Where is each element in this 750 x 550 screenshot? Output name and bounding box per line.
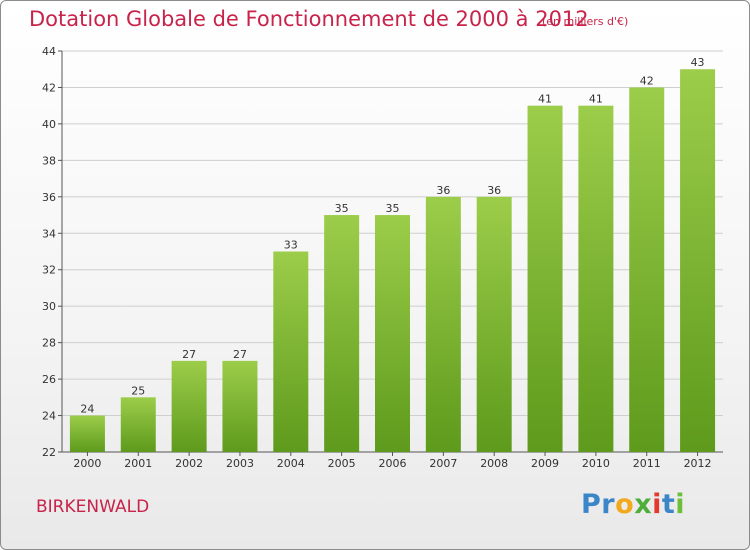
bar-value-label: 27	[233, 348, 247, 361]
x-tick-label: 2011	[633, 457, 661, 470]
y-tick-label: 34	[42, 227, 56, 240]
logo-letter: i	[675, 489, 686, 520]
bar-value-label: 24	[80, 403, 94, 416]
y-tick-label: 28	[42, 337, 56, 350]
x-tick-label: 2010	[582, 457, 610, 470]
y-tick-label: 36	[42, 191, 56, 204]
bar-value-label: 42	[640, 74, 654, 87]
x-tick-label: 2007	[429, 457, 457, 470]
y-tick-label: 38	[42, 154, 56, 167]
x-tick-label: 2008	[480, 457, 508, 470]
bar[interactable]	[273, 251, 309, 453]
labels: 22 24 26 28 30 32 34 36 38 40 42 44 24 2000 25 2001 27 20…	[42, 45, 712, 470]
proxiti-logo[interactable]: Proxiti	[581, 489, 685, 520]
x-tick-label: 2003	[226, 457, 254, 470]
bar-value-label: 41	[538, 93, 552, 106]
logo-letter: i	[652, 489, 662, 520]
bar[interactable]	[120, 397, 156, 452]
logo-letter: x	[634, 489, 653, 520]
y-tick-label: 24	[42, 410, 56, 423]
y-tick-label: 26	[42, 373, 56, 386]
x-tick-label: 2006	[379, 457, 407, 470]
logo-letter: t	[661, 489, 676, 520]
bar-value-label: 35	[335, 202, 349, 215]
bar[interactable]	[578, 105, 614, 452]
bar[interactable]	[375, 215, 410, 452]
y-tick-label: 32	[42, 264, 56, 277]
bar-value-label: 33	[284, 239, 298, 252]
commune-name: BIRKENWALD	[36, 497, 150, 517]
logo-letter: P	[581, 489, 602, 520]
bar[interactable]	[476, 196, 512, 452]
bar-value-label: 41	[589, 93, 603, 106]
x-tick-label: 2005	[328, 457, 356, 470]
bar[interactable]	[680, 69, 716, 453]
chart-subtitle: (en milliers d'€)	[542, 15, 629, 28]
x-tick-label: 2009	[531, 457, 559, 470]
bar-value-label: 36	[487, 184, 501, 197]
x-tick-label: 2002	[175, 457, 203, 470]
bar[interactable]	[527, 105, 563, 452]
bars	[69, 69, 716, 453]
bar[interactable]	[69, 415, 105, 452]
bar[interactable]	[171, 360, 207, 452]
bar-value-label: 35	[386, 202, 400, 215]
y-tick-label: 30	[42, 300, 56, 313]
x-tick-label: 2012	[684, 457, 712, 470]
x-tick-label: 2004	[277, 457, 305, 470]
chart-title: Dotation Globale de Fonctionnement de 20…	[29, 7, 589, 31]
bar[interactable]	[425, 196, 461, 452]
x-tick-label: 2000	[73, 457, 101, 470]
y-tick-label: 42	[42, 81, 56, 94]
y-tick-label: 44	[42, 45, 56, 58]
bar-value-label: 25	[131, 384, 145, 397]
logo-letter: r	[601, 489, 616, 520]
bar-value-label: 36	[436, 184, 450, 197]
bar-value-label: 27	[182, 348, 196, 361]
bar[interactable]	[629, 87, 665, 453]
x-tick-label: 2001	[124, 457, 152, 470]
bar-value-label: 43	[691, 56, 705, 69]
bar[interactable]	[222, 360, 258, 452]
y-tick-label: 40	[42, 118, 56, 131]
bar[interactable]	[324, 215, 360, 452]
y-tick-label: 22	[42, 446, 56, 459]
logo-letter: o	[615, 489, 635, 520]
